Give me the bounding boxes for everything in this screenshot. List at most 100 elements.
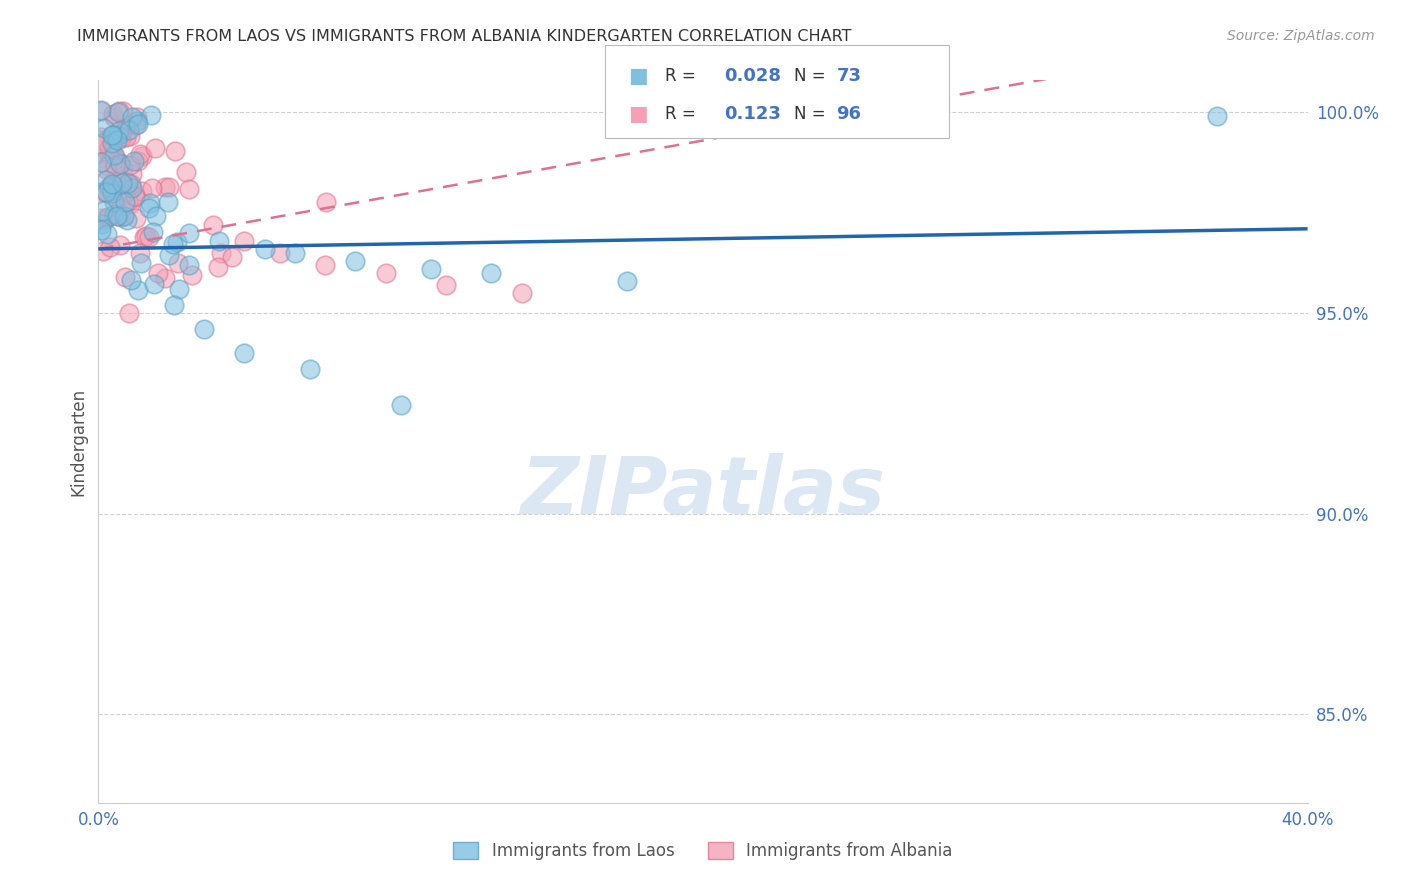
Point <box>108 157 131 171</box>
Point <box>121 181 143 195</box>
Point <box>104 148 127 162</box>
Point <box>174 165 197 179</box>
Y-axis label: Kindergarten: Kindergarten <box>69 387 87 496</box>
Point <box>100 136 122 150</box>
Text: N =: N = <box>794 67 831 85</box>
Point <box>131 184 153 198</box>
Point <box>93 121 115 136</box>
Point <box>107 104 129 119</box>
Point <box>97 180 120 194</box>
Point <box>105 192 128 206</box>
Text: R =: R = <box>665 105 702 123</box>
Point <box>90 103 112 117</box>
Point <box>104 159 127 173</box>
Point <box>510 286 533 301</box>
Point <box>90 217 112 231</box>
Point <box>103 110 125 124</box>
Point <box>107 128 129 142</box>
Point <box>148 266 170 280</box>
Point <box>179 226 201 240</box>
Point <box>124 189 146 203</box>
Point <box>97 210 120 224</box>
Point <box>193 322 215 336</box>
Point <box>90 185 112 199</box>
Point <box>93 213 115 227</box>
Point <box>141 108 163 122</box>
Point <box>179 182 201 196</box>
Point <box>232 234 254 248</box>
Point <box>101 128 124 142</box>
Point <box>105 210 128 224</box>
Point <box>96 159 118 173</box>
Point <box>107 124 129 138</box>
Text: ■: ■ <box>628 66 648 86</box>
Point <box>110 129 132 144</box>
Point <box>166 235 188 249</box>
Point <box>90 103 112 118</box>
Point <box>284 246 307 260</box>
Point <box>96 227 118 241</box>
Point <box>127 283 149 297</box>
Point <box>112 161 135 175</box>
Point <box>374 266 396 280</box>
Point <box>105 133 128 147</box>
Point <box>138 202 160 216</box>
Point <box>101 177 124 191</box>
Point <box>114 270 136 285</box>
Point <box>138 229 160 244</box>
Point <box>132 229 155 244</box>
Point <box>420 262 443 277</box>
Point <box>155 271 177 285</box>
Point <box>118 306 141 320</box>
Point <box>111 176 134 190</box>
Point <box>115 212 138 227</box>
Point <box>120 273 142 287</box>
Point <box>110 126 132 140</box>
Point <box>315 195 337 210</box>
Point <box>180 268 202 283</box>
Point <box>103 107 125 121</box>
Point <box>145 209 167 223</box>
Point <box>94 172 117 186</box>
Point <box>127 110 149 124</box>
Point <box>103 207 125 221</box>
Point <box>434 278 457 293</box>
Point <box>111 169 134 184</box>
Point <box>124 190 146 204</box>
Point <box>141 181 163 195</box>
Point <box>90 151 112 165</box>
Point <box>269 246 291 260</box>
Point <box>115 130 138 145</box>
Point <box>1206 110 1229 124</box>
Point <box>121 167 143 181</box>
Point <box>107 103 129 118</box>
Point <box>100 145 122 159</box>
Point <box>108 156 131 170</box>
Point <box>93 204 115 219</box>
Point <box>143 141 166 155</box>
Point <box>135 229 157 244</box>
Point <box>117 176 139 190</box>
Point <box>112 103 135 118</box>
Point <box>162 236 184 251</box>
Point <box>163 298 186 312</box>
Point <box>97 211 120 225</box>
Point <box>131 256 153 270</box>
Text: 96: 96 <box>837 105 862 123</box>
Point <box>131 148 153 162</box>
Point <box>100 150 122 164</box>
Point <box>108 174 131 188</box>
Point <box>103 148 125 162</box>
Point <box>156 195 179 210</box>
Point <box>208 234 231 248</box>
Text: Source: ZipAtlas.com: Source: ZipAtlas.com <box>1227 29 1375 43</box>
Point <box>100 128 122 142</box>
Point <box>98 239 121 253</box>
Point <box>314 258 336 272</box>
Point <box>118 123 141 137</box>
Point <box>100 185 122 199</box>
Point <box>110 198 132 212</box>
Point <box>344 254 367 268</box>
Point <box>125 211 148 226</box>
Point <box>112 174 135 188</box>
